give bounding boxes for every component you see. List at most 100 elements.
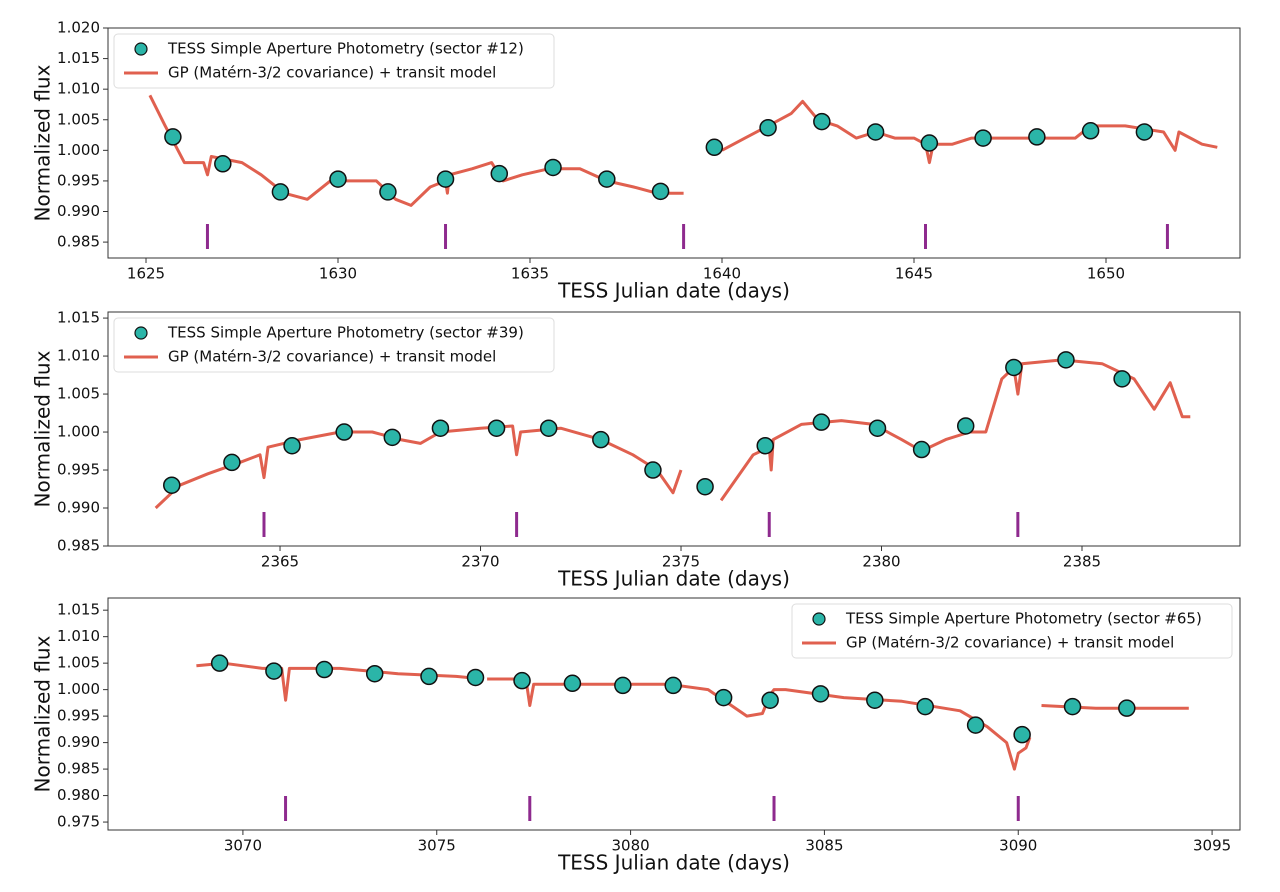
x-tick-label: 2370 <box>461 553 499 571</box>
binned-point <box>868 419 887 437</box>
legend-marker <box>134 42 148 56</box>
binned-point <box>866 123 885 141</box>
binned-point <box>365 664 384 683</box>
legend-box <box>113 317 555 373</box>
x-tick-label: 1640 <box>703 265 741 283</box>
binned-point <box>1113 370 1131 388</box>
binned-point <box>214 155 232 173</box>
binned-point <box>539 419 558 437</box>
binned-point <box>420 667 438 686</box>
binned-point <box>265 662 283 680</box>
y-tick-label: 1.000 <box>57 141 100 159</box>
x-tick-label: 3070 <box>224 837 262 855</box>
x-axis-title: TESS Julian date (days) <box>557 567 790 591</box>
binned-point <box>544 158 562 177</box>
binned-point <box>966 716 985 734</box>
binned-point <box>592 430 610 449</box>
x-tick-label: 2385 <box>1063 553 1101 571</box>
legend-label: GP (Matérn-3/2 covariance) + transit mod… <box>168 64 496 82</box>
y-axis-title: Normalized flux <box>31 350 55 507</box>
binned-point <box>756 436 774 455</box>
binned-point <box>651 182 670 201</box>
y-tick-label: 0.995 <box>57 461 100 479</box>
binned-point <box>812 413 831 431</box>
y-tick-label: 1.010 <box>57 627 100 645</box>
y-tick-label: 1.000 <box>57 680 100 698</box>
y-tick-label: 1.015 <box>57 49 100 67</box>
y-tick-label: 1.020 <box>57 19 100 37</box>
y-tick-label: 0.990 <box>57 499 100 517</box>
legend: TESS Simple Aperture Photometry (sector … <box>113 33 555 89</box>
y-tick-label: 0.975 <box>57 813 100 831</box>
y-tick-label: 1.005 <box>57 654 100 672</box>
binned-point <box>705 138 724 157</box>
plot-frame <box>107 597 1241 831</box>
binned-point <box>466 668 485 687</box>
legend-label: TESS Simple Aperture Photometry (sector … <box>845 610 1202 628</box>
y-tick-label: 1.005 <box>57 110 100 128</box>
binned-point <box>487 419 506 437</box>
panel: 2365 2370 2375 2380 2385 0.985 0.990 0.995 1.000… <box>31 309 1241 591</box>
model-line <box>196 661 1189 771</box>
legend-label: TESS Simple Aperture Photometry (sector … <box>167 324 524 342</box>
x-tick-label: 3080 <box>611 837 649 855</box>
binned-point <box>271 183 290 201</box>
legend: TESS Simple Aperture Photometry (sector … <box>113 317 555 373</box>
y-tick-label: 0.990 <box>57 202 100 220</box>
x-tick-label: 3095 <box>1193 837 1231 855</box>
binned-point <box>761 691 779 709</box>
binned-point <box>1057 351 1075 369</box>
binned-point <box>811 685 830 703</box>
y-tick-label: 0.985 <box>57 760 100 778</box>
binned-point <box>164 128 182 146</box>
binned-point <box>598 170 616 188</box>
legend-box <box>113 33 555 89</box>
binned-point <box>431 419 450 437</box>
x-tick-label: 1645 <box>895 265 933 283</box>
legend-box <box>791 603 1233 659</box>
y-tick-label: 0.985 <box>57 233 100 251</box>
plot-area <box>148 94 1218 249</box>
y-tick-label: 1.015 <box>57 601 100 619</box>
binned-point <box>974 129 992 147</box>
binned-point <box>912 440 931 459</box>
y-tick-label: 0.995 <box>57 171 100 189</box>
binned-point <box>664 676 682 695</box>
binned-point <box>315 660 334 679</box>
y-tick-label: 0.980 <box>57 786 100 804</box>
binned-point <box>916 697 934 716</box>
binned-point <box>436 170 455 188</box>
x-axis-title: TESS Julian date (days) <box>557 851 790 875</box>
binned-point <box>563 674 582 693</box>
binned-point <box>283 436 301 455</box>
binned-point <box>163 476 181 494</box>
x-tick-label: 2365 <box>261 553 299 571</box>
plot-frame <box>107 27 1241 259</box>
legend-label: GP (Matérn-3/2 covariance) + transit mod… <box>846 634 1174 652</box>
binned-point <box>813 112 831 131</box>
binned-point <box>335 423 353 441</box>
y-tick-label: 1.005 <box>57 385 100 403</box>
binned-point <box>329 170 347 188</box>
x-tick-label: 2380 <box>862 553 900 571</box>
binned-point <box>1005 358 1023 377</box>
y-axis-title: Normalized flux <box>31 64 55 221</box>
y-tick-label: 1.015 <box>57 309 100 327</box>
binned-point <box>513 671 531 690</box>
legend-marker <box>812 612 826 626</box>
x-tick-label: 1635 <box>511 265 549 283</box>
binned-point <box>383 428 402 447</box>
legend: TESS Simple Aperture Photometry (sector … <box>791 603 1233 659</box>
binned-point <box>223 453 241 472</box>
x-tick-label: 3075 <box>418 837 456 855</box>
legend-label: GP (Matérn-3/2 covariance) + transit mod… <box>168 348 496 366</box>
binned-point <box>714 688 733 707</box>
binned-point <box>490 164 509 183</box>
binned-point <box>1013 725 1031 744</box>
model-line <box>154 358 1191 510</box>
y-tick-label: 1.000 <box>57 423 100 441</box>
x-tick-label: 2375 <box>662 553 700 571</box>
legend-marker <box>134 326 148 340</box>
x-axis-title: TESS Julian date (days) <box>557 279 790 303</box>
x-tick-label: 3090 <box>999 837 1037 855</box>
